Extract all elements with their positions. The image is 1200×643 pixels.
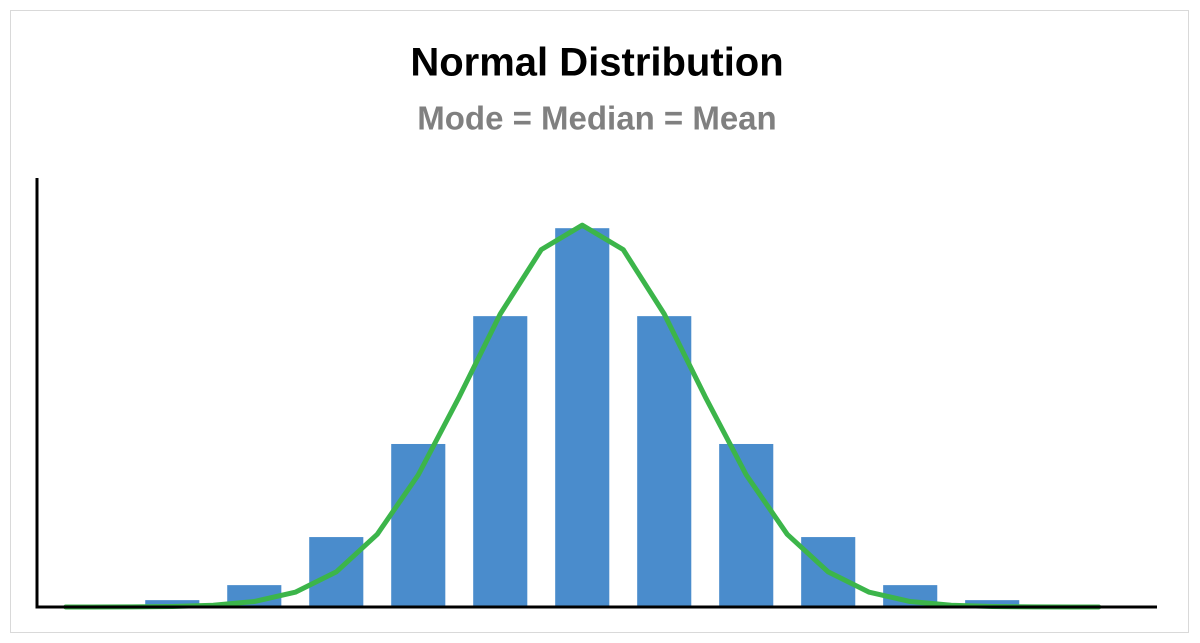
bar [719,443,774,607]
bar [145,600,200,607]
curve [63,222,1102,610]
bar [473,316,528,607]
bar [637,316,692,607]
bar [391,443,446,607]
chart-subtitle: Mode = Median = Mean [417,100,776,137]
bar [965,600,1020,607]
chart-title: Normal Distribution [410,41,783,85]
bar [555,228,610,607]
